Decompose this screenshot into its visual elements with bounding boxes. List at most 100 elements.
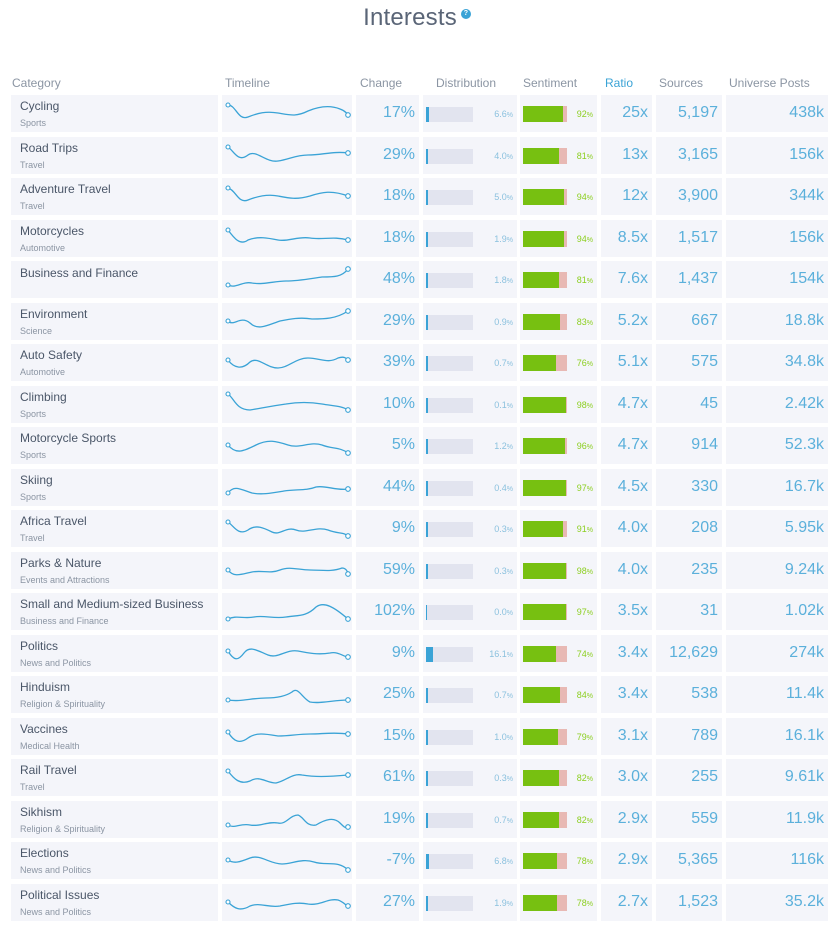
category-cell[interactable]: Africa Travel Travel <box>11 510 218 547</box>
category-cell[interactable]: Sikhism Religion & Spirituality <box>11 801 218 838</box>
category-name[interactable]: Elections <box>20 846 69 860</box>
column-header-change[interactable]: Change <box>360 76 402 90</box>
category-cell[interactable]: Rail Travel Travel <box>11 759 218 796</box>
category-name[interactable]: Environment <box>20 307 87 321</box>
table-row[interactable]: Politics News and Politics 9% 16.1% 74% <box>0 635 834 677</box>
table-row[interactable]: Road Trips Travel 29% 4.0% 81% 13 <box>0 137 834 179</box>
category-name[interactable]: Motorcycles <box>20 224 84 238</box>
category-cell[interactable]: Small and Medium-sized Business Business… <box>11 593 218 630</box>
category-cell[interactable]: Motorcycle Sports Sports <box>11 427 218 464</box>
table-row[interactable]: Climbing Sports 10% 0.1% 98% 4.7x <box>0 386 834 428</box>
category-name[interactable]: Motorcycle Sports <box>20 431 116 445</box>
category-name[interactable]: Rail Travel <box>20 763 77 777</box>
column-header-ratio[interactable]: Ratio <box>605 76 633 90</box>
universe-posts-value: 344k <box>789 187 824 205</box>
category-name[interactable]: Small and Medium-sized Business <box>20 597 203 611</box>
sparkline-start-point <box>226 145 230 149</box>
sparkline-end-point <box>346 654 351 659</box>
category-name[interactable]: Climbing <box>20 390 67 404</box>
sentiment-bar-fill <box>523 770 559 786</box>
distribution-value: 0.7% <box>494 815 513 825</box>
distribution-bar-fill <box>426 730 428 745</box>
category-cell[interactable]: Auto Safety Automotive <box>11 344 218 381</box>
universe-posts-value: 154k <box>789 270 824 288</box>
category-cell[interactable]: Motorcycles Automotive <box>11 220 218 257</box>
category-cell[interactable]: Elections News and Politics <box>11 842 218 879</box>
table-row[interactable]: Vaccines Medical Health 15% 1.0% 79% <box>0 718 834 760</box>
question-circle-icon[interactable]: ? <box>461 9 471 19</box>
category-name[interactable]: Adventure Travel <box>20 182 111 196</box>
sparkline-start-point <box>226 228 230 232</box>
sparkline-start-point <box>226 443 230 447</box>
table-row[interactable]: Rail Travel Travel 61% 0.3% 82% 3 <box>0 759 834 801</box>
category-name[interactable]: Business and Finance <box>20 266 138 280</box>
distribution-value: 0.9% <box>494 317 513 327</box>
distribution-bar-fill <box>426 896 428 911</box>
table-row[interactable]: Cycling Sports 17% 6.6% 92% 25x <box>0 95 834 137</box>
category-cell[interactable]: Environment Science <box>11 303 218 340</box>
distribution-value: 6.6% <box>494 109 513 119</box>
sources-cell: 1,437 <box>656 261 722 298</box>
universe-posts-value: 9.24k <box>785 561 824 579</box>
category-cell[interactable]: Hinduism Religion & Spirituality <box>11 676 218 713</box>
table-row[interactable]: Environment Science 29% 0.9% 83% <box>0 303 834 345</box>
category-cell[interactable]: Vaccines Medical Health <box>11 718 218 755</box>
category-name[interactable]: Sikhism <box>20 805 62 819</box>
table-row[interactable]: Hinduism Religion & Spirituality 25% 0.7… <box>0 676 834 718</box>
category-name[interactable]: Skiing <box>20 473 53 487</box>
distribution-bar-fill <box>426 356 428 371</box>
table-row[interactable]: Auto Safety Automotive 39% 0.7% 76% <box>0 344 834 386</box>
category-name[interactable]: Auto Safety <box>20 348 82 362</box>
category-name[interactable]: Politics <box>20 639 58 653</box>
distribution-bar-track <box>426 439 473 454</box>
table-row[interactable]: Elections News and Politics -7% 6.8% 78% <box>0 842 834 884</box>
sentiment-value: 94% <box>577 234 593 244</box>
table-row[interactable]: Motorcycle Sports Sports 5% 1.2% 96% <box>0 427 834 469</box>
table-row[interactable]: Sikhism Religion & Spirituality 19% 0.7%… <box>0 801 834 843</box>
table-row[interactable]: Motorcycles Automotive 18% 1.9% 94% <box>0 220 834 262</box>
sentiment-cell: 94% <box>520 178 597 215</box>
column-header-category[interactable]: Category <box>12 76 61 90</box>
category-name[interactable]: Hinduism <box>20 680 70 694</box>
table-row[interactable]: Political Issues News and Politics 27% 1… <box>0 884 834 925</box>
category-cell[interactable]: Political Issues News and Politics <box>11 884 218 921</box>
category-cell[interactable]: Business and Finance <box>11 261 218 298</box>
timeline-cell <box>222 386 352 423</box>
column-header-sources[interactable]: Sources <box>659 76 703 90</box>
change-cell: 18% <box>356 220 419 257</box>
category-name[interactable]: Vaccines <box>20 722 68 736</box>
distribution-bar-track <box>426 813 473 828</box>
column-header-sentiment[interactable]: Sentiment <box>523 76 577 90</box>
category-cell[interactable]: Climbing Sports <box>11 386 218 423</box>
category-cell[interactable]: Adventure Travel Travel <box>11 178 218 215</box>
sentiment-bar-track <box>523 604 567 620</box>
column-header-universe-posts[interactable]: Universe Posts <box>729 76 810 90</box>
universe-posts-cell: 9.61k <box>726 759 828 796</box>
category-name[interactable]: Parks & Nature <box>20 556 101 570</box>
category-name[interactable]: Cycling <box>20 99 59 113</box>
category-cell[interactable]: Politics News and Politics <box>11 635 218 672</box>
table-row[interactable]: Business and Finance 48% 1.8% 81% <box>0 261 834 303</box>
sparkline-start-point <box>226 186 230 190</box>
sparkline-start-point <box>226 358 230 362</box>
column-header-distribution[interactable]: Distribution <box>436 76 496 90</box>
ratio-cell: 3.5x <box>601 593 652 630</box>
category-cell[interactable]: Cycling Sports <box>11 95 218 132</box>
sources-value: 789 <box>691 727 718 745</box>
distribution-bar-track <box>426 522 473 537</box>
sentiment-cell: 78% <box>520 842 597 879</box>
category-cell[interactable]: Parks & Nature Events and Attractions <box>11 552 218 589</box>
table-row[interactable]: Parks & Nature Events and Attractions 59… <box>0 552 834 594</box>
table-row[interactable]: Skiing Sports 44% 0.4% 97% 4.5x <box>0 469 834 511</box>
table-row[interactable]: Adventure Travel Travel 18% 5.0% 94% <box>0 178 834 220</box>
category-name[interactable]: Africa Travel <box>20 514 87 528</box>
table-row[interactable]: Africa Travel Travel 9% 0.3% 91% <box>0 510 834 552</box>
category-name[interactable]: Road Trips <box>20 141 78 155</box>
sentiment-bar-track <box>523 812 567 828</box>
category-cell[interactable]: Road Trips Travel <box>11 137 218 174</box>
table-row[interactable]: Small and Medium-sized Business Business… <box>0 593 834 635</box>
category-cell[interactable]: Skiing Sports <box>11 469 218 506</box>
category-name[interactable]: Political Issues <box>20 888 99 902</box>
sentiment-cell: 98% <box>520 552 597 589</box>
column-header-timeline[interactable]: Timeline <box>225 76 270 90</box>
